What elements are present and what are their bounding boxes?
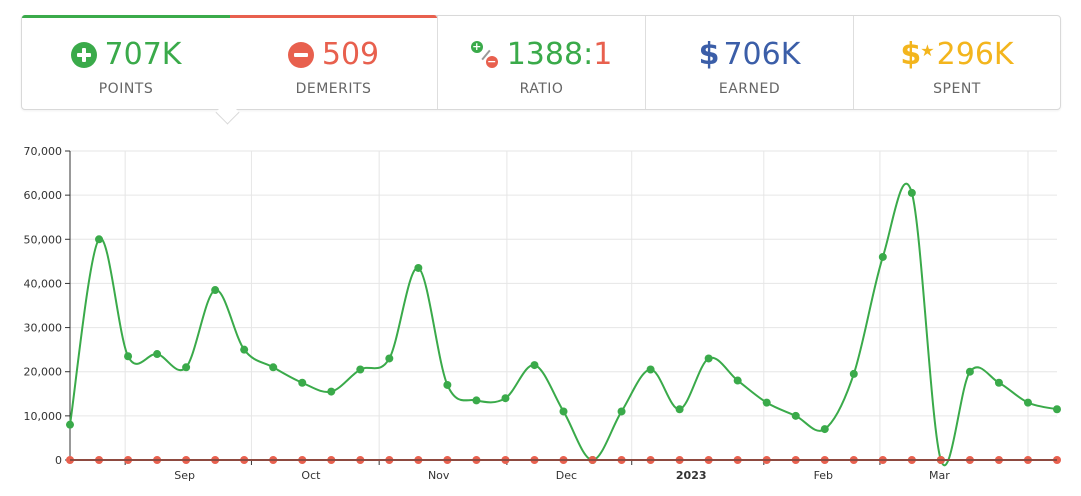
minus-circle-icon: [287, 42, 314, 68]
points-data-point: [356, 365, 365, 374]
x-tick-label: Feb: [814, 469, 833, 482]
spent-value-row: $ ★ 296K: [854, 36, 1060, 74]
y-tick-label: 60,000: [24, 189, 63, 202]
points-data-point: [269, 363, 278, 372]
points-data-point: [907, 188, 916, 197]
spent-label: SPENT: [933, 81, 981, 97]
plus-circle-icon: [70, 42, 97, 68]
points-data-point: [443, 380, 452, 389]
points-data-point: [414, 263, 423, 272]
line-chart: 0 10,000 20,000 30,000 40,000 50,000 60,000 70,…: [24, 145, 1061, 482]
points-stat[interactable]: 707K POINTS: [22, 16, 230, 109]
points-data-point: [791, 411, 800, 420]
points-data-point: [559, 407, 568, 416]
x-tick-label: Mar: [929, 469, 950, 482]
ratio-label: RATIO: [519, 81, 564, 97]
points-data-point: [95, 235, 104, 244]
spent-value: 296K: [936, 37, 1014, 72]
stats-panel: 707K POINTS 509 DEMERITS + − 1388:1 RATIO…: [21, 15, 1061, 125]
points-value-row: 707K: [22, 36, 230, 74]
points-data-point: [472, 396, 481, 405]
x-tick-label: 2023: [676, 469, 707, 482]
ratio-right: 1: [593, 37, 613, 72]
points-data-point: [1023, 398, 1032, 407]
points-data-point: [646, 365, 655, 374]
earned-label: EARNED: [718, 81, 781, 97]
demerits-active-bar: [230, 15, 437, 18]
points-data-point: [385, 354, 394, 363]
points-data-point: [182, 363, 191, 372]
y-tick-label: 0: [55, 454, 62, 467]
y-tick-label: 40,000: [24, 277, 63, 290]
dollar-icon: $: [698, 37, 720, 72]
star-icon: ★: [920, 41, 935, 60]
points-data-point: [733, 376, 742, 385]
earned-value-row: $ 706K: [646, 36, 853, 74]
points-data-point: [965, 367, 974, 376]
demerits-label: DEMERITS: [295, 81, 372, 97]
points-data-point: [762, 398, 771, 407]
points-label: POINTS: [98, 81, 154, 97]
demerits-stat[interactable]: 509 DEMERITS: [230, 16, 437, 109]
points-series-line: [69, 182, 1058, 466]
points-data-point: [327, 387, 336, 396]
points-data-point: [501, 394, 510, 403]
points-value: 707K: [104, 37, 182, 72]
demerits-value-row: 509: [230, 36, 437, 74]
spent-stat[interactable]: $ ★ 296K SPENT: [854, 16, 1060, 109]
points-data-point: [994, 378, 1003, 387]
x-tick-label: Sep: [174, 469, 195, 482]
points-data-point: [211, 286, 220, 295]
earned-stat[interactable]: $ 706K EARNED: [646, 16, 853, 109]
divider: [645, 16, 646, 109]
demerits-value: 509: [321, 37, 380, 72]
points-data-point: [617, 407, 626, 416]
earned-value: 706K: [723, 37, 801, 72]
points-data-point: [820, 425, 829, 434]
points-data-point: [1053, 405, 1061, 414]
points-data-point: [530, 361, 539, 370]
points-data-point: [878, 252, 887, 261]
ratio-icon: + −: [470, 40, 498, 68]
ratio-stat[interactable]: + − 1388:1 RATIO: [438, 16, 645, 109]
y-tick-label: 70,000: [24, 145, 63, 158]
ratio-value-row: + − 1388:1: [438, 36, 645, 74]
points-data-point: [66, 420, 74, 429]
points-data-point: [298, 378, 307, 387]
y-tick-label: 30,000: [24, 322, 63, 335]
x-tick-label: Dec: [556, 469, 577, 482]
points-data-point: [675, 405, 684, 414]
divider: [437, 16, 438, 109]
y-tick-label: 10,000: [24, 410, 63, 423]
y-tick-label: 20,000: [24, 366, 63, 379]
y-tick-label: 50,000: [24, 233, 63, 246]
points-data-point: [704, 354, 713, 363]
dollar-star-icon: $: [900, 37, 922, 72]
ratio-colon: :: [583, 37, 594, 72]
x-tick-label: Oct: [301, 469, 321, 482]
divider: [853, 16, 854, 109]
points-data-point: [240, 345, 249, 354]
points-data-point: [849, 369, 858, 378]
ratio-left: 1388: [506, 37, 584, 72]
points-data-point: [153, 350, 162, 359]
points-data-point: [124, 352, 133, 361]
points-active-bar: [22, 15, 230, 18]
x-tick-label: Nov: [428, 469, 450, 482]
